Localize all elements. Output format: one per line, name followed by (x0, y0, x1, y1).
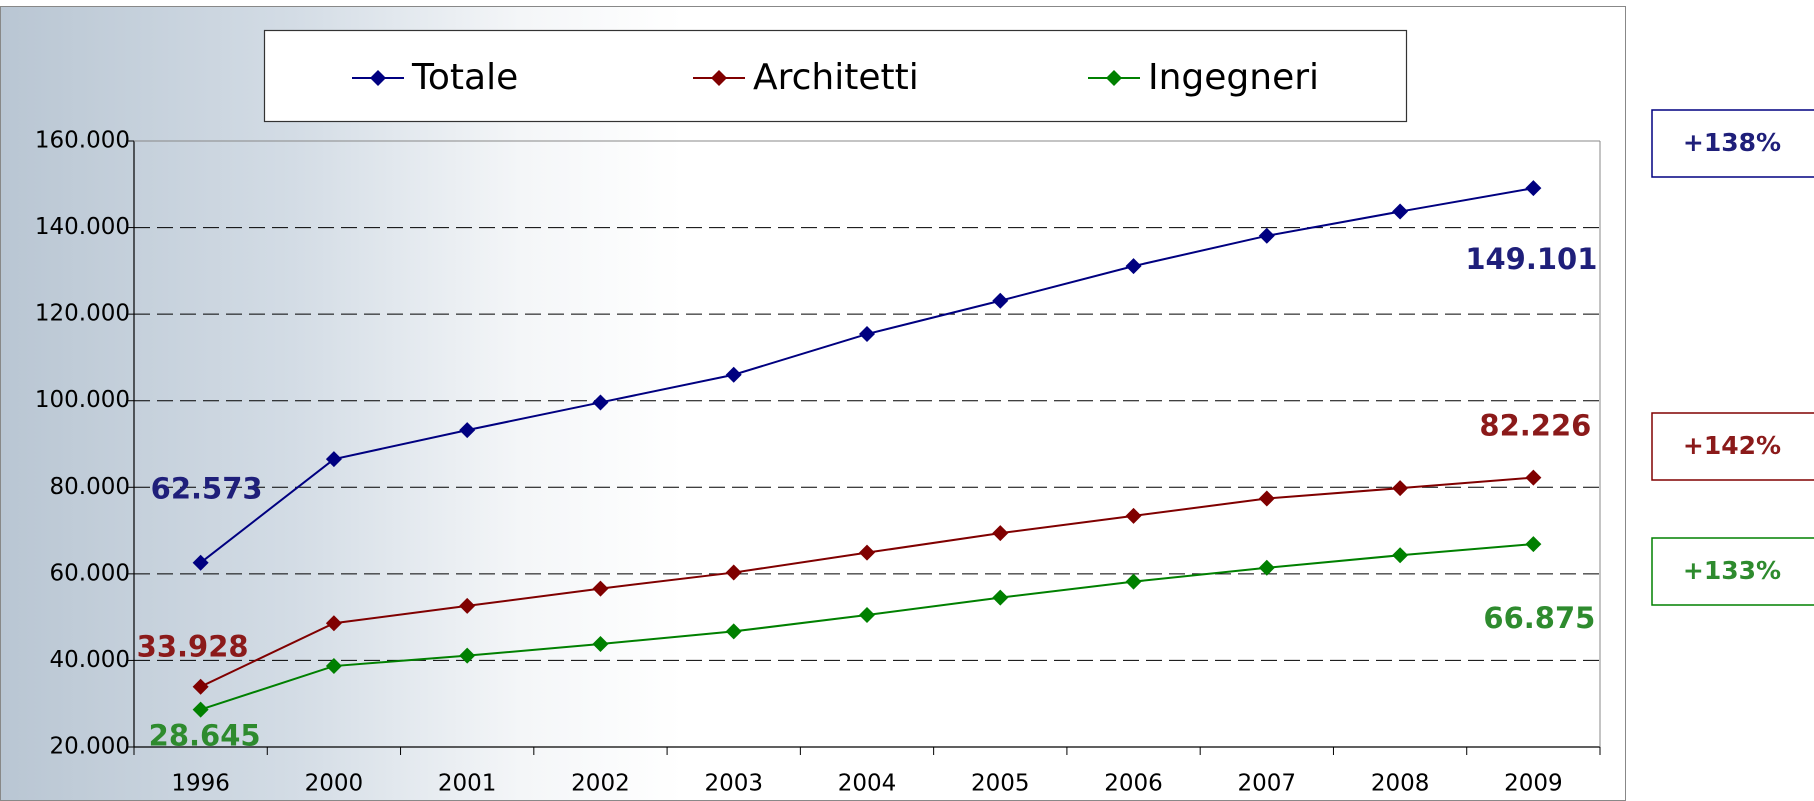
y-tick-label: 100.000 (35, 387, 130, 413)
legend-label: Architetti (753, 57, 919, 98)
y-tick-label: 20.000 (50, 734, 130, 760)
data-label: 66.875 (1483, 601, 1595, 635)
data-label: 33.928 (137, 630, 249, 664)
change-label: +142% (1683, 431, 1781, 460)
x-tick-label: 2008 (1371, 771, 1430, 797)
y-tick-label: 160.000 (35, 128, 130, 154)
data-label: 28.645 (149, 719, 261, 753)
y-tick-label: 140.000 (35, 214, 130, 240)
legend-label: Totale (411, 57, 518, 98)
x-tick-label: 2006 (1104, 771, 1163, 797)
change-label: +138% (1683, 128, 1781, 157)
data-label: 149.101 (1465, 242, 1597, 276)
x-tick-label: 2009 (1504, 771, 1563, 797)
chart: 20.000 40.000 60.000 80.000 100.000 120.000 14… (0, 0, 1814, 801)
change-label: +133% (1683, 556, 1781, 585)
x-tick-label: 1996 (171, 771, 230, 797)
y-tick-label: 60.000 (50, 560, 130, 586)
chart-frame (1, 7, 1626, 801)
y-tick-label: 120.000 (35, 301, 130, 327)
x-tick-label: 2001 (438, 771, 497, 797)
x-tick-label: 2005 (971, 771, 1030, 797)
x-tick-label: 2000 (305, 771, 364, 797)
legend-label: Ingegneri (1148, 57, 1319, 98)
x-tick-label: 2003 (704, 771, 763, 797)
data-label: 62.573 (151, 472, 263, 506)
x-tick-label: 2002 (571, 771, 630, 797)
x-tick-label: 2004 (838, 771, 897, 797)
y-tick-label: 80.000 (50, 474, 130, 500)
data-label: 82.226 (1479, 409, 1591, 443)
x-tick-label: 2007 (1238, 771, 1297, 797)
y-tick-label: 40.000 (50, 647, 130, 673)
